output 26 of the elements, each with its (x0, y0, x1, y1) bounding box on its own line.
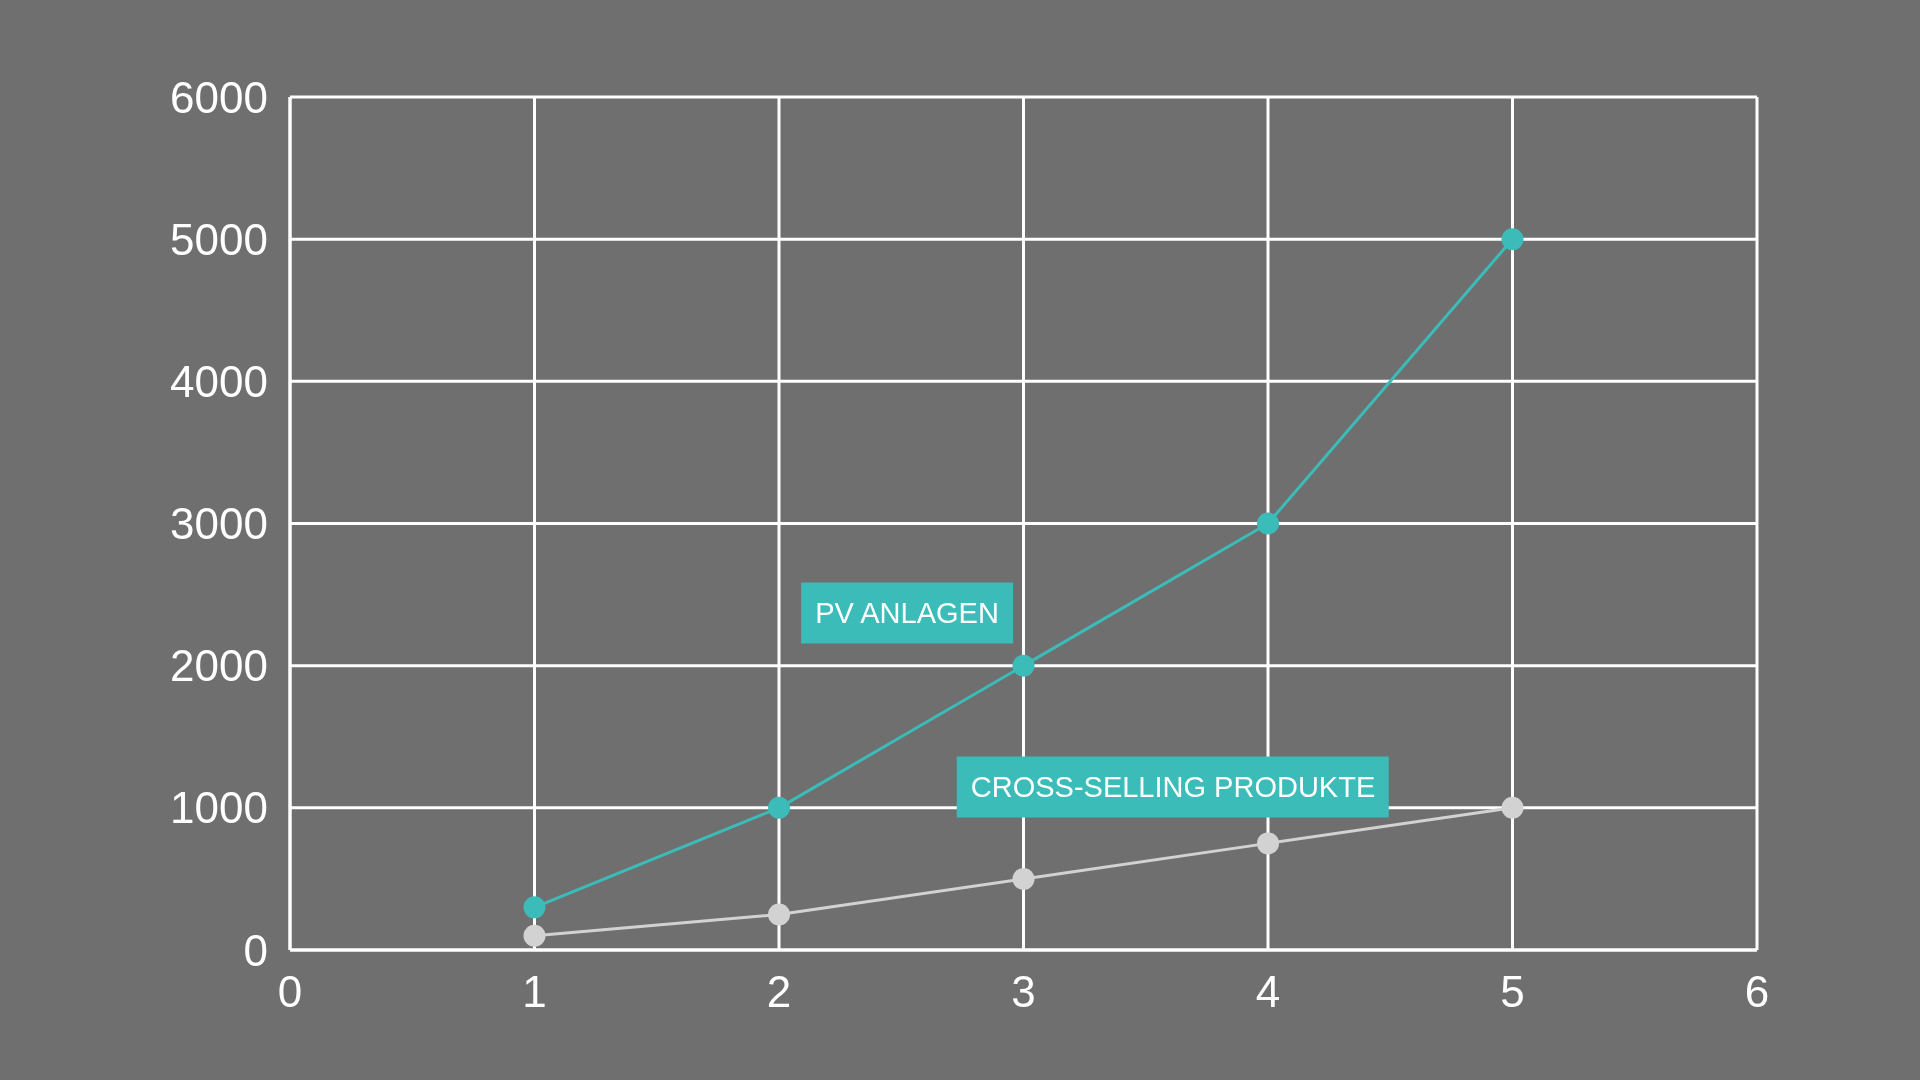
x-tick-label: 1 (522, 967, 547, 1017)
point (1012, 867, 1035, 890)
y-tick-label: 4000 (170, 356, 268, 406)
series-label: PV ANLAGEN (801, 582, 1013, 644)
x-tick-label: 5 (1500, 967, 1525, 1017)
x-tick-label: 6 (1744, 967, 1770, 1017)
y-tick-label: 3000 (170, 499, 268, 549)
point (1012, 654, 1035, 677)
x-tick-label: 4 (1255, 967, 1281, 1017)
point (523, 924, 546, 947)
y-tick-label: 0 (243, 925, 268, 975)
y-tick-label: 6000 (170, 72, 268, 122)
x-tick-label: 2 (766, 967, 792, 1017)
point (768, 903, 790, 926)
point (1257, 512, 1279, 535)
y-tick-label: 5000 (170, 214, 268, 264)
x-tick-label: 0 (277, 967, 303, 1017)
point (1501, 228, 1524, 251)
y-tick-label: 1000 (170, 783, 268, 833)
point (523, 896, 546, 919)
point (768, 796, 790, 819)
y-tick-label: 2000 (170, 641, 268, 691)
point (1257, 832, 1279, 855)
point (1501, 796, 1524, 819)
series-label: CROSS-SELLING PRODUKTE (956, 756, 1390, 818)
x-tick-label: 3 (1011, 967, 1036, 1017)
